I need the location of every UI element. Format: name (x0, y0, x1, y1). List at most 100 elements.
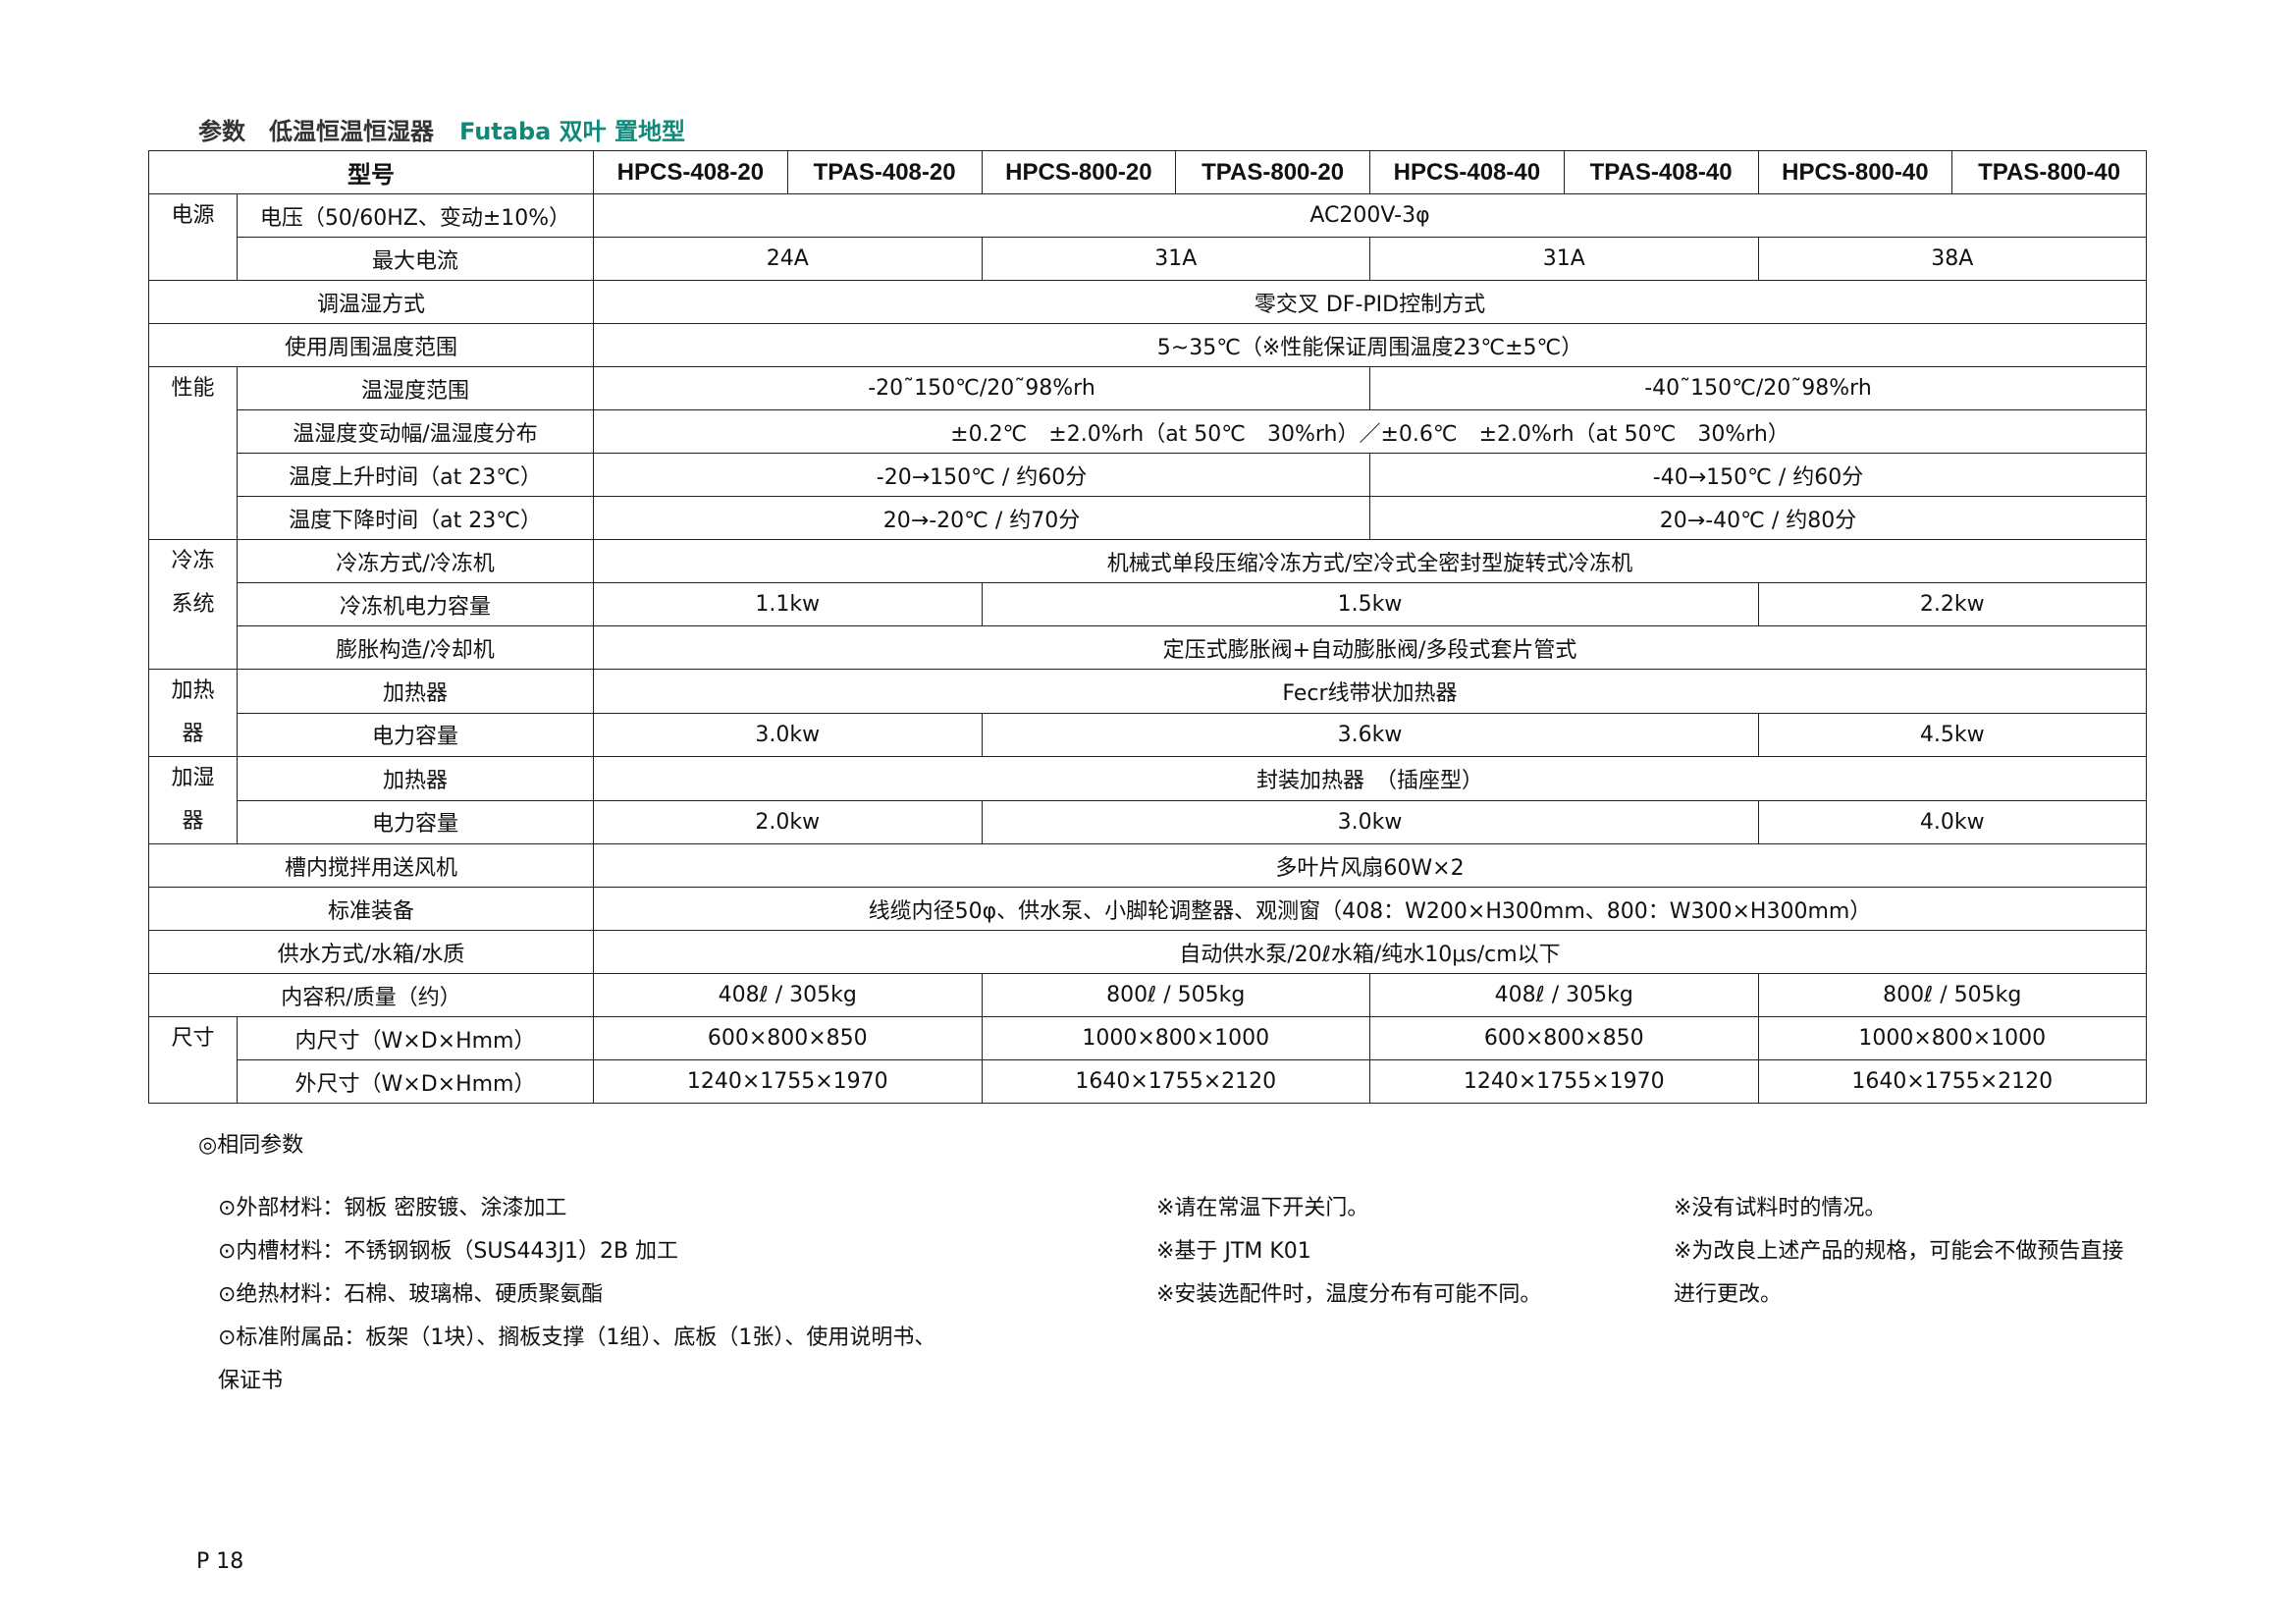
row-label: 加热器 (237, 669, 594, 714)
row-value: 24A (593, 237, 983, 281)
row-value: 3.6kw (981, 712, 1759, 757)
table-row: 冷冻机电力容量 1.1kw 1.5kw 2.2kw (149, 582, 2147, 626)
row-label: 调温湿方式 (148, 280, 594, 324)
row-value: 20→-40℃ / 约80分 (1369, 496, 2147, 540)
page-title: 参数 低温恒温恒湿器 Futaba 双叶 置地型 (198, 112, 685, 146)
header-model: TPAS-408-20 (786, 150, 983, 194)
row-label: 电压（50/60HZ、变动±10%） (237, 193, 594, 238)
table-row: 使用周围温度范围 5~35℃（※性能保证周围温度23℃±5℃） (148, 323, 2147, 367)
row-value: -40→150℃ / 约60分 (1369, 453, 2147, 497)
header-model: TPAS-800-20 (1175, 150, 1370, 194)
table-row: 电力容量 2.0kw 3.0kw 4.0kw (149, 799, 2147, 844)
row-value: 1.5kw (981, 582, 1759, 626)
row-value: 600×800×850 (593, 1016, 983, 1060)
notes-materials: ⊙外部材料：钢板 密胺镀、涂漆加工 ⊙内槽材料：不锈钢钢板（SUS443J1）2B… (218, 1187, 935, 1403)
row-label: 温度下降时间（at 23℃） (237, 496, 594, 540)
note-line: ⊙内槽材料：不锈钢钢板（SUS443J1）2B 加工 (218, 1239, 679, 1264)
note-line: ⊙绝热材料：石棉、玻璃棉、硬质聚氨酯 (218, 1282, 604, 1307)
row-value: 3.0kw (593, 712, 983, 757)
title-brand: Futaba 双叶 置地型 (459, 118, 686, 145)
table-row: 内容积/质量（约） 408ℓ / 305kg 800ℓ / 505kg 408ℓ / … (148, 973, 2147, 1017)
row-value: -20→150℃ / 约60分 (593, 453, 1370, 497)
row-label: 供水方式/水箱/水质 (148, 930, 594, 974)
table-row: 膨胀构造/冷却机 定压式膨胀阀+自动膨胀阀/多段式套片管式 (149, 625, 2147, 670)
row-value: 1.1kw (593, 582, 983, 626)
table-row: 槽内搅拌用送风机 多叶片风扇60W×2 (148, 843, 2147, 888)
row-value: 38A (1757, 237, 2147, 281)
note-line: 进行更改。 (1674, 1282, 1783, 1307)
row-group-label: 尺寸 (148, 1016, 238, 1104)
row-value: 1240×1755×1970 (1369, 1059, 1759, 1104)
row-label: 温湿度范围 (237, 366, 594, 410)
table-row: 外尺寸（W×D×Hmm） 1240×1755×1970 1640×1755×2120… (149, 1059, 2147, 1104)
row-value: 800ℓ / 505kg (981, 973, 1370, 1017)
header-model-label: 型号 (148, 150, 594, 194)
row-group-label: 电源 (148, 193, 238, 281)
row-label: 冷冻机电力容量 (237, 582, 594, 626)
notes-conditions: ※请在常温下开关门。 ※基于 JTM K01 ※安装选配件时，温度分布有可能不同。 (1156, 1187, 1541, 1317)
table-row: 电源 电压（50/60HZ、变动±10%） AC200V-3φ (148, 193, 2147, 281)
row-group-label: 加湿 器 (148, 756, 238, 844)
row-value: 408ℓ / 305kg (593, 973, 983, 1017)
row-label: 温度上升时间（at 23℃） (237, 453, 594, 497)
table-row: 标准装备 线缆内径50φ、供水泵、小脚轮调整器、观测窗（408：W200×H300… (148, 887, 2147, 931)
table-row: 性能 温湿度范围 -20˜150℃/20˜98%rh -40˜150℃/20˜98%r… (148, 366, 2147, 540)
row-value: 封装加热器 （插座型） (593, 756, 2147, 801)
row-group-label: 冷冻 系统 (148, 539, 238, 670)
row-label: 槽内搅拌用送风机 (148, 843, 594, 888)
row-value: 多叶片风扇60W×2 (593, 843, 2147, 888)
row-value: 定压式膨胀阀+自动膨胀阀/多段式套片管式 (593, 625, 2147, 670)
row-value: AC200V-3φ (593, 193, 2147, 238)
note-line: ⊙外部材料：钢板 密胺镀、涂漆加工 (218, 1196, 567, 1220)
header-model: HPCS-800-20 (981, 150, 1177, 194)
note-line: ⊙标准附属品：板架（1块）、搁板支撑（1组）、底板（1张）、使用说明书、 (218, 1326, 936, 1350)
spec-table: 型号 HPCS-408-20 TPAS-408-20 HPCS-800-20 TPAS-… (148, 150, 2147, 1104)
row-value: 600×800×850 (1369, 1016, 1759, 1060)
row-value: -20˜150℃/20˜98%rh (593, 366, 1370, 410)
note-line: ※安装选配件时，温度分布有可能不同。 (1156, 1282, 1542, 1307)
row-value: 1240×1755×1970 (593, 1059, 983, 1104)
row-label: 内容积/质量（约） (148, 973, 594, 1017)
row-value: 零交叉 DF-PID控制方式 (593, 280, 2147, 324)
table-row: 加热 器加热器 Fecr线带状加热器 (148, 669, 2147, 757)
table-header-row: 型号 HPCS-408-20 TPAS-408-20 HPCS-800-20 TPAS-… (148, 150, 2147, 194)
row-value: 机械式单段压缩冷冻方式/空冷式全密封型旋转式冷冻机 (593, 539, 2147, 583)
same-params-heading: ◎相同参数 (198, 1133, 304, 1158)
page-number: P 18 (196, 1549, 244, 1574)
header-model: TPAS-800-40 (1951, 150, 2147, 194)
row-value: 408ℓ / 305kg (1369, 973, 1759, 1017)
row-value: 31A (981, 237, 1370, 281)
row-value: Fecr线带状加热器 (593, 669, 2147, 714)
table-row: 冷冻 系统 冷冻方式/冷冻机 机械式单段压缩冷冻方式/空冷式全密封型旋转式冷冻机 (148, 539, 2147, 670)
row-value: 1000×800×1000 (981, 1016, 1370, 1060)
row-label: 电力容量 (237, 799, 594, 844)
row-value: 4.5kw (1757, 712, 2147, 757)
row-label: 温湿度变动幅/温湿度分布 (237, 409, 594, 454)
note-line: ※基于 JTM K01 (1156, 1239, 1311, 1264)
header-model: TPAS-408-40 (1563, 150, 1759, 194)
note-line: 保证书 (218, 1369, 284, 1393)
row-value: -40˜150℃/20˜98%rh (1369, 366, 2147, 410)
table-row: 温湿度变动幅/温湿度分布 ±0.2℃ ±2.0%rh（at 50℃ 30%rh）／… (149, 409, 2147, 454)
note-line: ※请在常温下开关门。 (1156, 1196, 1369, 1220)
row-label: 最大电流 (237, 237, 594, 281)
row-value: 5~35℃（※性能保证周围温度23℃±5℃） (593, 323, 2147, 367)
notes-disclaimer: ※没有试料时的情况。 ※为改良上述产品的规格，可能会不做预告直接 进行更改。 (1674, 1187, 2123, 1317)
row-label: 内尺寸（W×D×Hmm） (237, 1016, 594, 1060)
row-value: 20→-20℃ / 约70分 (593, 496, 1370, 540)
note-line: ※为改良上述产品的规格，可能会不做预告直接 (1674, 1239, 2124, 1264)
table-row: 尺寸 内尺寸（W×D×Hmm） 600×800×850 1000×800×1000 60… (148, 1016, 2147, 1104)
row-value: 4.0kw (1757, 799, 2147, 844)
row-value: 2.2kw (1757, 582, 2147, 626)
row-label: 使用周围温度范围 (148, 323, 594, 367)
row-label: 冷冻方式/冷冻机 (237, 539, 594, 583)
row-value: 1640×1755×2120 (981, 1059, 1370, 1104)
row-label: 膨胀构造/冷却机 (237, 625, 594, 670)
row-label: 标准装备 (148, 887, 594, 931)
header-model: HPCS-408-20 (593, 150, 788, 194)
table-row: 温度下降时间（at 23℃） 20→-20℃ / 约70分 20→-40℃ / 约8… (149, 496, 2147, 540)
header-model: HPCS-800-40 (1757, 150, 1953, 194)
row-value: 1640×1755×2120 (1757, 1059, 2147, 1104)
title-prefix: 参数 低温恒温恒湿器 (198, 118, 434, 145)
row-value: 31A (1369, 237, 1759, 281)
